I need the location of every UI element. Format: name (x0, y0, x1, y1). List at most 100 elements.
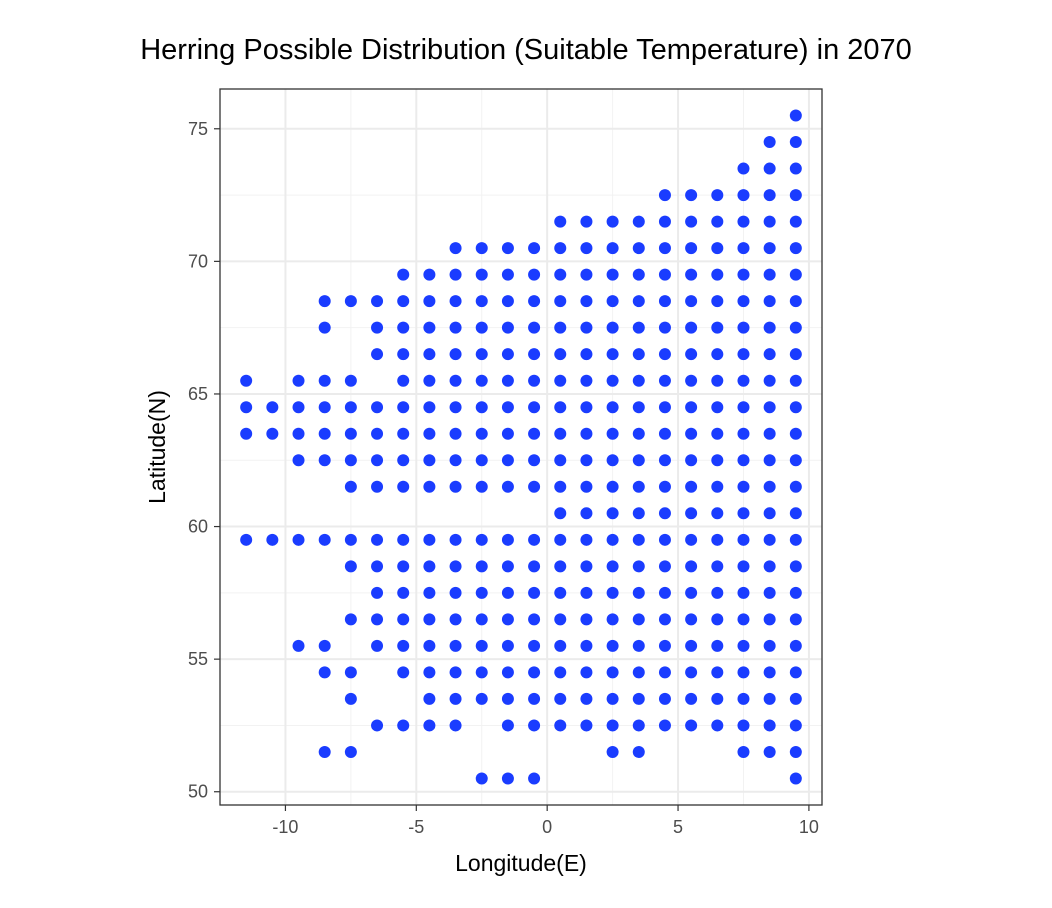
data-point (397, 427, 410, 440)
data-point (711, 215, 724, 228)
data-point (580, 348, 593, 361)
data-point (737, 348, 750, 361)
data-point (397, 480, 410, 493)
data-point (475, 321, 488, 334)
data-point (632, 427, 645, 440)
data-point (475, 348, 488, 361)
y-tick-label: 60 (188, 517, 208, 537)
data-point (763, 374, 776, 387)
data-point (737, 639, 750, 652)
data-point (711, 507, 724, 520)
data-point (292, 533, 305, 546)
data-point (501, 454, 514, 467)
data-point (423, 480, 436, 493)
data-point (449, 321, 462, 334)
data-point (475, 480, 488, 493)
data-point (632, 374, 645, 387)
data-point (606, 560, 619, 573)
data-point (528, 295, 541, 308)
data-point (789, 321, 802, 334)
data-point (580, 666, 593, 679)
data-point (423, 719, 436, 732)
data-point (371, 480, 384, 493)
data-point (737, 533, 750, 546)
data-point (318, 321, 331, 334)
data-point (789, 215, 802, 228)
data-point (554, 348, 567, 361)
data-point (737, 427, 750, 440)
data-point (789, 454, 802, 467)
data-point (763, 295, 776, 308)
data-point (789, 560, 802, 573)
data-point (423, 427, 436, 440)
data-point (737, 295, 750, 308)
data-point (685, 427, 698, 440)
data-point (554, 507, 567, 520)
data-point (371, 586, 384, 599)
data-point (528, 348, 541, 361)
data-point (606, 268, 619, 281)
data-point (580, 613, 593, 626)
data-point (501, 427, 514, 440)
data-point (528, 692, 541, 705)
data-point (632, 321, 645, 334)
data-point (763, 666, 776, 679)
data-point (580, 401, 593, 414)
data-point (292, 374, 305, 387)
data-point (501, 321, 514, 334)
data-point (789, 374, 802, 387)
data-point (737, 507, 750, 520)
data-point (528, 268, 541, 281)
data-point (632, 268, 645, 281)
data-point (632, 454, 645, 467)
data-point (789, 772, 802, 785)
data-point (528, 242, 541, 255)
data-point (737, 692, 750, 705)
minor-gridlines (220, 89, 822, 805)
data-point (737, 162, 750, 175)
data-point (580, 295, 593, 308)
data-point (344, 401, 357, 414)
data-point (711, 348, 724, 361)
data-point (397, 533, 410, 546)
data-point (580, 242, 593, 255)
data-point (475, 374, 488, 387)
major-gridlines (220, 89, 822, 805)
data-point (501, 586, 514, 599)
data-point (449, 639, 462, 652)
y-tick-label: 50 (188, 782, 208, 802)
data-point (763, 480, 776, 493)
data-point (789, 401, 802, 414)
data-point (685, 533, 698, 546)
data-point (240, 401, 253, 414)
data-point (685, 480, 698, 493)
y-tick-label: 65 (188, 384, 208, 404)
data-point (685, 374, 698, 387)
y-axis: 50 55 60 65 70 75 (188, 119, 220, 802)
data-point (685, 507, 698, 520)
data-point (292, 401, 305, 414)
data-point (475, 533, 488, 546)
data-point (685, 401, 698, 414)
data-point (711, 666, 724, 679)
data-point (423, 692, 436, 705)
data-point (318, 666, 331, 679)
data-point (240, 374, 253, 387)
x-tick-label: -5 (408, 817, 424, 837)
panel-border (219, 88, 823, 806)
data-point (371, 295, 384, 308)
data-point (528, 719, 541, 732)
data-point (423, 613, 436, 626)
data-point (292, 427, 305, 440)
data-point (737, 189, 750, 202)
data-point (554, 401, 567, 414)
data-point (554, 560, 567, 573)
data-point (658, 268, 671, 281)
data-point (632, 480, 645, 493)
y-tick-label: 75 (188, 119, 208, 139)
data-point (632, 401, 645, 414)
data-point (606, 745, 619, 758)
data-point (711, 480, 724, 493)
data-point (632, 295, 645, 308)
